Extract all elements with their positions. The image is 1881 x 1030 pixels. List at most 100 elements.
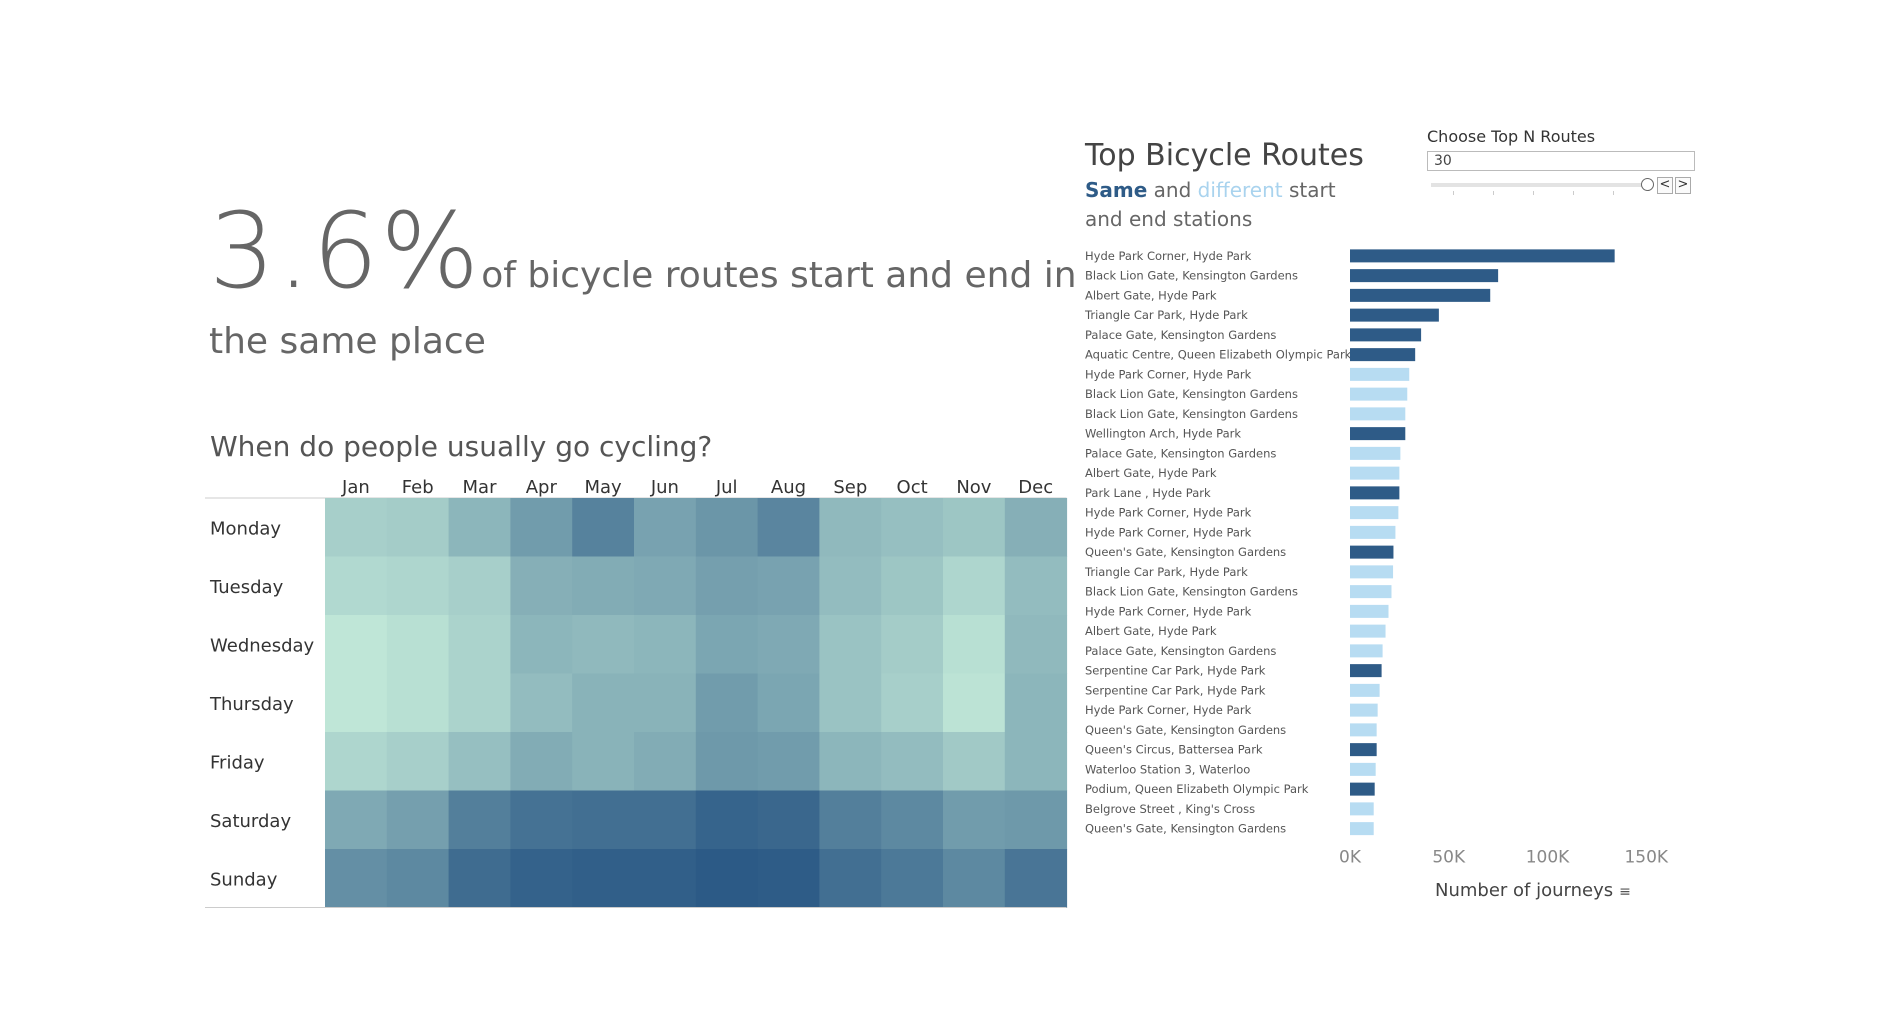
heatmap-cell[interactable] [634,732,697,791]
route-bar[interactable] [1350,446,1401,460]
heatmap-cell[interactable] [943,790,1006,850]
heatmap-cell[interactable] [634,556,697,616]
heatmap-cell[interactable] [634,615,697,674]
heatmap-cell[interactable] [1004,615,1068,674]
heatmap-cell[interactable] [386,790,450,850]
heatmap-cell[interactable] [819,556,882,616]
heatmap-cell[interactable] [1004,849,1068,908]
heatmap-cell[interactable] [448,556,511,616]
route-bar[interactable] [1350,466,1400,480]
heatmap-cell[interactable] [695,790,759,850]
route-bar[interactable] [1350,427,1406,441]
heatmap-cell[interactable] [572,732,635,791]
heatmap-cell[interactable] [943,849,1006,908]
heatmap-cell[interactable] [819,849,882,908]
route-bar[interactable] [1350,585,1392,599]
route-bar[interactable] [1350,525,1396,539]
heatmap-cell[interactable] [386,556,450,616]
heatmap-cell[interactable] [386,849,450,908]
heatmap-cell[interactable] [325,732,388,791]
top-n-input[interactable] [1427,151,1695,171]
heatmap-cell[interactable] [881,790,944,850]
heatmap-cell[interactable] [448,790,511,850]
heatmap-cell[interactable] [448,849,511,908]
heatmap-cell[interactable] [510,732,573,791]
route-bar[interactable] [1350,604,1389,618]
heatmap-cell[interactable] [386,732,450,791]
heatmap-cell[interactable] [510,790,573,850]
route-bar[interactable] [1350,644,1383,658]
heatmap-cell[interactable] [757,556,820,616]
heatmap-cell[interactable] [448,732,511,791]
heatmap-cell[interactable] [695,615,759,674]
slider-thumb[interactable] [1641,178,1654,191]
route-bar[interactable] [1350,308,1439,322]
heatmap-cell[interactable] [510,498,573,557]
slider-track[interactable] [1431,183,1645,187]
route-bar[interactable] [1350,703,1378,717]
route-bar[interactable] [1350,486,1400,500]
heatmap-cell[interactable] [1004,790,1068,850]
heatmap-cell[interactable] [881,556,944,616]
route-bar[interactable] [1350,545,1394,559]
route-bar[interactable] [1350,802,1374,816]
route-bar[interactable] [1350,664,1382,678]
heatmap-cell[interactable] [1004,673,1068,733]
route-bar[interactable] [1350,723,1377,737]
heatmap-cell[interactable] [510,673,573,733]
slider-next-button[interactable]: > [1675,177,1691,194]
heatmap-cell[interactable] [634,673,697,733]
heatmap-cell[interactable] [881,732,944,791]
heatmap-cell[interactable] [881,615,944,674]
heatmap-cell[interactable] [448,615,511,674]
top-n-slider[interactable]: < > [1427,173,1697,199]
heatmap-cell[interactable] [757,849,820,908]
heatmap-cell[interactable] [325,556,388,616]
heatmap-cell[interactable] [695,556,759,616]
heatmap-cell[interactable] [819,732,882,791]
heatmap-cell[interactable] [819,498,882,557]
heatmap-cell[interactable] [572,615,635,674]
heatmap-cell[interactable] [819,615,882,674]
route-bar[interactable] [1350,249,1615,263]
heatmap-cell[interactable] [1004,732,1068,791]
heatmap-cell[interactable] [634,790,697,850]
heatmap-cell[interactable] [695,732,759,791]
heatmap-cell[interactable] [325,673,388,733]
route-bar[interactable] [1350,328,1422,342]
heatmap-cell[interactable] [943,615,1006,674]
heatmap-cell[interactable] [695,849,759,908]
heatmap-cell[interactable] [325,615,388,674]
heatmap-cell[interactable] [943,556,1006,616]
heatmap-cell[interactable] [510,556,573,616]
heatmap-cell[interactable] [325,849,388,908]
heatmap-cell[interactable] [695,673,759,733]
route-bar[interactable] [1350,387,1408,401]
heatmap-cell[interactable] [695,498,759,557]
route-bar[interactable] [1350,683,1380,697]
heatmap-cell[interactable] [819,790,882,850]
heatmap-cell[interactable] [634,849,697,908]
heatmap-cell[interactable] [325,498,388,557]
heatmap-cell[interactable] [572,849,635,908]
sort-icon[interactable]: ≡ [1619,884,1631,900]
heatmap-cell[interactable] [881,498,944,557]
route-bar[interactable] [1350,269,1499,283]
route-bar[interactable] [1350,743,1377,757]
heatmap-cell[interactable] [386,673,450,733]
route-bar[interactable] [1350,565,1394,579]
route-bar[interactable] [1350,407,1406,421]
slider-prev-button[interactable]: < [1657,177,1673,194]
heatmap-cell[interactable] [510,849,573,908]
heatmap-cell[interactable] [634,498,697,557]
route-bar[interactable] [1350,782,1375,796]
heatmap-cell[interactable] [1004,556,1068,616]
route-bar[interactable] [1350,348,1416,362]
heatmap-cell[interactable] [757,732,820,791]
heatmap-cell[interactable] [572,790,635,850]
heatmap-cell[interactable] [386,615,450,674]
route-bar[interactable] [1350,624,1386,638]
heatmap-cell[interactable] [448,498,511,557]
heatmap-cell[interactable] [1004,498,1068,557]
route-bar[interactable] [1350,506,1399,520]
